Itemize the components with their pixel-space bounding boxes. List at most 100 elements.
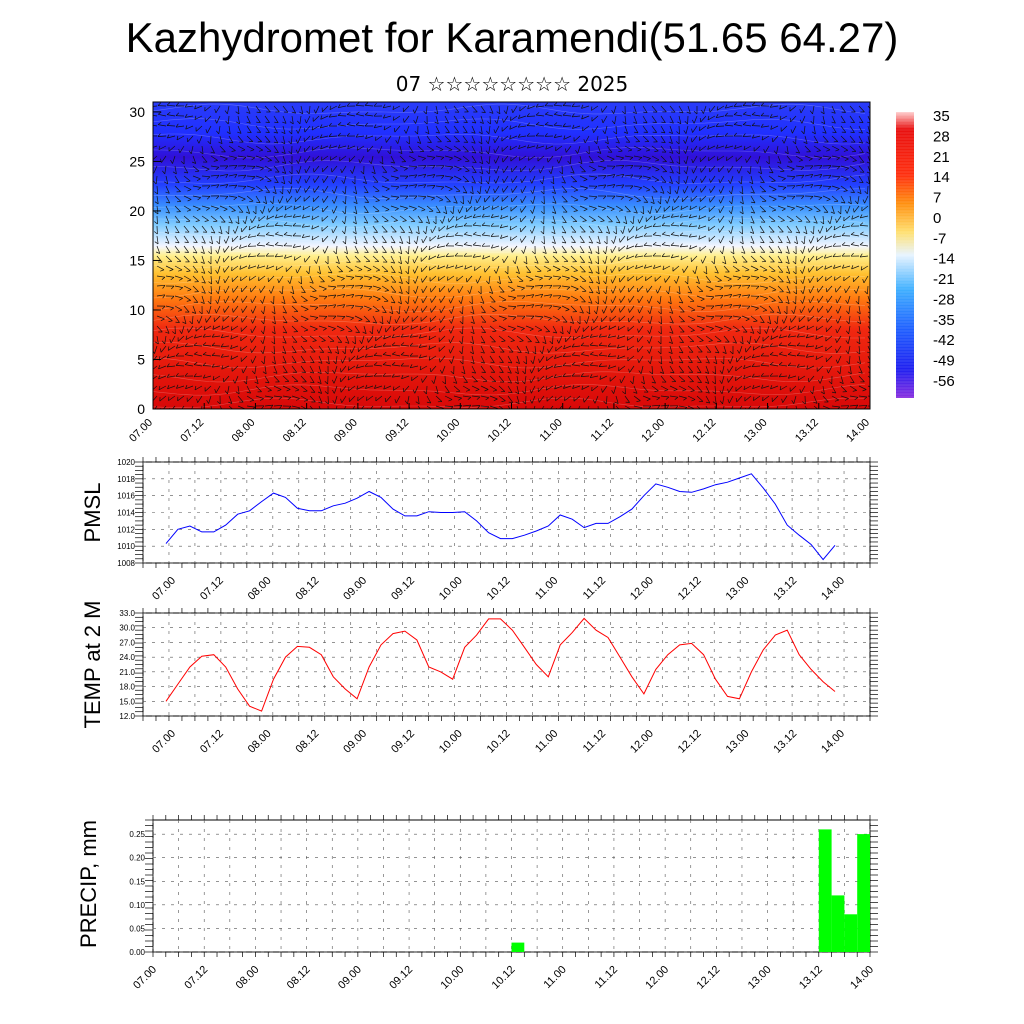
wind-barb: [201, 285, 206, 294]
wind-barb: [304, 145, 311, 153]
wind-barb-flag: [206, 400, 209, 404]
wind-barb-flag: [232, 379, 236, 384]
wind-barb: [417, 173, 426, 177]
wind-barb-flag: [733, 121, 738, 125]
wind-barb: [425, 225, 428, 234]
wind-barb: [282, 165, 287, 174]
wind-barb: [561, 245, 567, 253]
wind-barb: [414, 245, 419, 254]
wind-barb-flag: [416, 141, 421, 144]
wind-barb-flag: [559, 331, 564, 335]
wind-barb-flag: [297, 120, 301, 125]
wind-barb-flag: [459, 310, 463, 315]
wind-barb: [453, 125, 459, 133]
wind-barb-flag: [535, 132, 539, 137]
wind-barb: [477, 275, 482, 284]
wind-barb: [174, 315, 180, 323]
wind-barb: [714, 304, 723, 307]
wind-barb: [531, 385, 536, 394]
wind-barb-flag: [542, 251, 547, 254]
wind-barb: [723, 405, 725, 409]
wind-barb-flag: [170, 307, 175, 311]
wind-barb: [264, 395, 273, 398]
wind-barb-flag: [528, 156, 530, 161]
wind-barb-flag: [295, 269, 298, 274]
wind-barb-flag: [540, 230, 544, 235]
wind-barb: [606, 205, 615, 210]
wind-barb-flag: [638, 157, 643, 161]
wind-barb: [228, 125, 231, 134]
wind-barb-flag: [184, 103, 188, 108]
wind-barb-flag: [324, 380, 328, 385]
wind-barb: [191, 315, 194, 325]
wind-barb-flag: [602, 250, 606, 255]
wind-barb: [498, 325, 507, 330]
wind-barb: [231, 265, 239, 272]
wind-barb: [534, 255, 539, 264]
wind-barb-flag: [637, 149, 642, 152]
wind-barb-flag: [502, 178, 505, 183]
wind-barb-flag: [166, 363, 170, 368]
wind-barb-flag: [575, 409, 577, 413]
wind-barb: [174, 295, 183, 299]
wind-barb-flag: [637, 309, 640, 314]
wind-barb-flag: [429, 368, 432, 373]
wind-barb: [167, 375, 176, 378]
wind-barb-flag: [461, 371, 466, 375]
wind-barb: [365, 135, 374, 140]
wind-barb-flag: [553, 133, 557, 138]
wind-barb: [435, 105, 439, 114]
wind-barb-flag: [359, 306, 364, 310]
wind-barb-flag: [356, 146, 359, 151]
wind-barb-flag: [450, 370, 454, 375]
wind-barb-flag: [295, 189, 298, 194]
wind-barb: [460, 295, 464, 304]
wind-barb: [237, 395, 244, 403]
wind-barb: [309, 315, 318, 318]
wind-barb: [354, 195, 358, 204]
wind-barb: [194, 115, 203, 120]
wind-barb: [525, 405, 527, 409]
wind-barb: [162, 405, 167, 409]
wind-barb-flag: [675, 141, 680, 145]
wind-barb-flag: [311, 126, 314, 131]
wind-barb-flag: [265, 252, 269, 257]
wind-barb-flag: [271, 331, 276, 335]
wind-barb-flag: [610, 158, 615, 162]
wind-barb: [201, 205, 210, 209]
wind-barb-flag: [595, 281, 600, 285]
wind-barb: [309, 395, 316, 403]
wind-barb-flag: [317, 381, 322, 385]
wind-barb: [372, 295, 381, 300]
wind-barb: [597, 184, 606, 187]
wind-barb: [372, 185, 380, 192]
wind-barb-flag: [542, 341, 547, 345]
wind-barb-flag: [668, 351, 673, 355]
wind-barb-flag: [224, 390, 228, 395]
wind-barb-flag: [683, 150, 686, 154]
wind-barb: [687, 395, 696, 400]
wind-barb-flag: [722, 261, 727, 265]
wind-barb: [242, 295, 248, 303]
wind-barb: [282, 145, 286, 154]
wind-barb-flag: [607, 353, 611, 357]
wind-barb: [372, 195, 380, 201]
wind-barb: [505, 105, 509, 114]
wind-barb: [629, 295, 635, 303]
wind-barb-flag: [640, 381, 645, 385]
wind-barb-flag: [739, 241, 744, 245]
wind-barb-flag: [362, 331, 367, 335]
wind-barb: [417, 395, 420, 404]
wind-barb: [669, 145, 674, 154]
wind-barb: [472, 224, 482, 227]
wind-barb: [532, 185, 536, 194]
wind-barb-flag: [324, 391, 329, 395]
wind-barb-flag: [230, 256, 233, 261]
wind-barb: [390, 205, 399, 209]
wind-barb-flag: [760, 321, 765, 324]
wind-barb: [381, 155, 384, 164]
wind-barb-flag: [212, 376, 215, 381]
wind-barb-flag: [688, 214, 692, 219]
wind-barb-flag: [622, 121, 627, 125]
wind-barb: [408, 155, 417, 161]
